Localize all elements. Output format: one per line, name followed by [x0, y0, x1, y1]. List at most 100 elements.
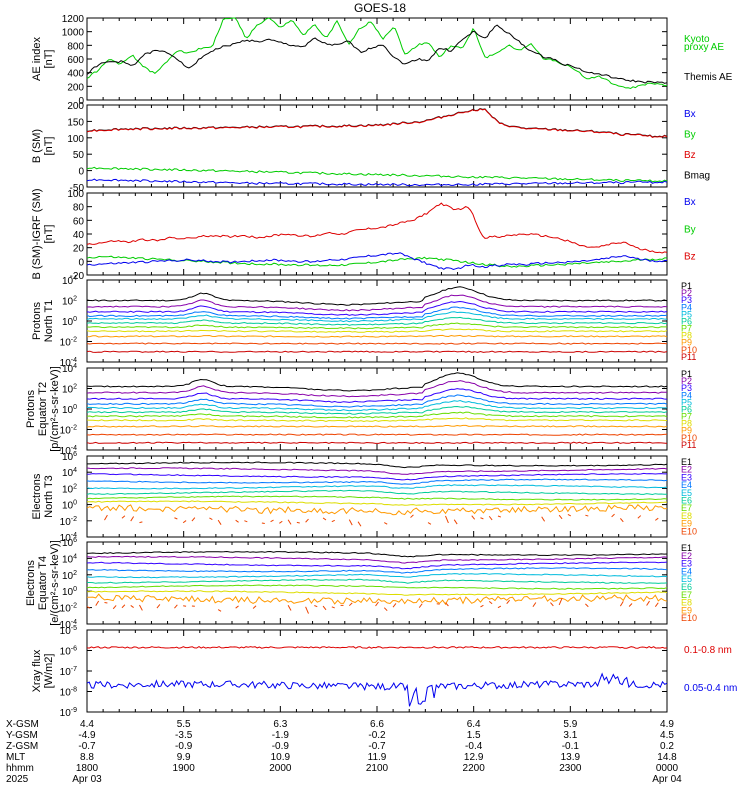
channel-10	[392, 603, 397, 608]
y-axis-label: Electrons	[25, 560, 37, 606]
channel-10	[252, 605, 257, 609]
legend-p3: P3	[681, 295, 692, 305]
legend-e7: E7	[681, 590, 692, 600]
x-hhmm-value: 2100	[366, 763, 389, 774]
series-by	[86, 166, 668, 183]
y-axis-label: [nT]	[43, 225, 55, 244]
legend-e7: E7	[681, 503, 692, 513]
x-ygsm-value: 3.1	[563, 730, 577, 741]
y-axis-label: Protons	[25, 390, 37, 428]
legend-p2: P2	[681, 376, 692, 386]
x-hhmm-value: 2200	[463, 763, 486, 774]
y-tick-label: 100	[67, 189, 84, 200]
y-axis-label: [W/m2]	[43, 654, 55, 689]
legend-e10: E10	[681, 526, 697, 536]
x-xgsm-value: 6.6	[370, 719, 384, 730]
legend-kyoto: Kyoto	[684, 34, 710, 45]
channel-10	[384, 522, 388, 525]
legend-p10: P10	[681, 345, 697, 355]
channel-6	[87, 578, 668, 584]
channel-9	[86, 334, 668, 338]
channel-10	[121, 515, 126, 519]
y-tick-label: 104	[62, 275, 77, 287]
y-axis-label: [e/(cm²-s-sr-keV)]	[49, 540, 61, 626]
channel-10	[244, 520, 248, 523]
channel-10	[646, 600, 650, 606]
channel-10	[104, 514, 108, 521]
channel-10	[550, 602, 554, 607]
y-axis-label: [nT]	[43, 50, 55, 69]
legend-bz: Bz	[684, 252, 696, 263]
channel-10	[314, 605, 318, 608]
series-bmag	[86, 108, 668, 138]
channel-8	[86, 328, 668, 333]
legend-proxy-ae: proxy AE	[684, 42, 724, 53]
y-axis-label: B (SM)	[31, 129, 43, 163]
row-label-y-gsm: Y-GSM	[6, 730, 38, 741]
legend-p9: P9	[681, 426, 692, 436]
legend-e8: E8	[681, 598, 692, 608]
y-tick-label: 150	[67, 117, 84, 128]
x-xgsm-value: 5.5	[177, 719, 191, 730]
channel-6	[86, 316, 668, 326]
y-tick-label: 1200	[62, 14, 85, 25]
legend-p6: P6	[681, 404, 692, 414]
y-tick-label: 100	[62, 316, 77, 328]
channel-2	[86, 294, 668, 312]
x-zgsm-value: -0.1	[562, 741, 580, 752]
channel-1	[86, 550, 668, 558]
y-tick-label: 104	[62, 363, 77, 375]
legend-p11: P11	[681, 440, 696, 450]
channel-10	[287, 605, 292, 611]
channel-7	[86, 495, 668, 501]
channel-10	[130, 605, 134, 608]
legend-p10: P10	[681, 433, 697, 443]
channel-10	[279, 520, 283, 524]
x-mlt-value: 13.9	[561, 752, 581, 763]
x-zgsm-value: 0.2	[660, 741, 674, 752]
channel-8	[87, 500, 668, 506]
legend-bmag: Bmag	[684, 171, 710, 182]
channel-10	[331, 519, 335, 523]
channel-10	[217, 609, 222, 612]
channel-10	[348, 519, 353, 526]
channel-5	[86, 572, 668, 579]
chart-title: GOES-18	[354, 1, 406, 15]
channel-10	[139, 521, 143, 524]
legend-e6: E6	[681, 582, 692, 592]
legend-e2: E2	[681, 465, 692, 475]
y-axis-label: [nT]	[43, 137, 55, 156]
row-label-mlt: MLT	[6, 752, 25, 763]
channel-10	[287, 519, 292, 525]
legend-p9: P9	[681, 338, 692, 348]
channel-9	[87, 593, 668, 606]
y-tick-label: 10-6	[60, 646, 77, 658]
channel-10	[322, 517, 327, 521]
channel-10	[506, 599, 510, 605]
legend-bx: Bx	[684, 197, 696, 208]
x-mlt-value: 14.8	[657, 752, 677, 763]
legend-by: By	[684, 224, 696, 235]
channel-5	[86, 399, 667, 412]
legend-e1: E1	[681, 543, 692, 553]
y-tick-label: 600	[67, 55, 84, 66]
channel-9	[86, 503, 668, 516]
channel-4	[86, 306, 668, 320]
legend-e4: E4	[681, 480, 692, 490]
channel-10	[305, 606, 309, 614]
channel-10	[86, 433, 668, 436]
channel-10	[174, 517, 178, 520]
y-axis-label: Electrons	[31, 473, 43, 519]
y-tick-label: 100	[62, 586, 77, 598]
y-tick-label: 104	[62, 467, 77, 479]
channel-10	[471, 515, 476, 520]
legend-e6: E6	[681, 496, 692, 506]
legend-e3: E3	[681, 472, 692, 482]
row-label-x-gsm: X-GSM	[6, 719, 39, 730]
series-bz	[86, 108, 668, 138]
channel-10	[654, 602, 659, 608]
legend-p8: P8	[681, 419, 692, 429]
channel-5	[86, 484, 668, 490]
channel-10	[174, 604, 178, 609]
